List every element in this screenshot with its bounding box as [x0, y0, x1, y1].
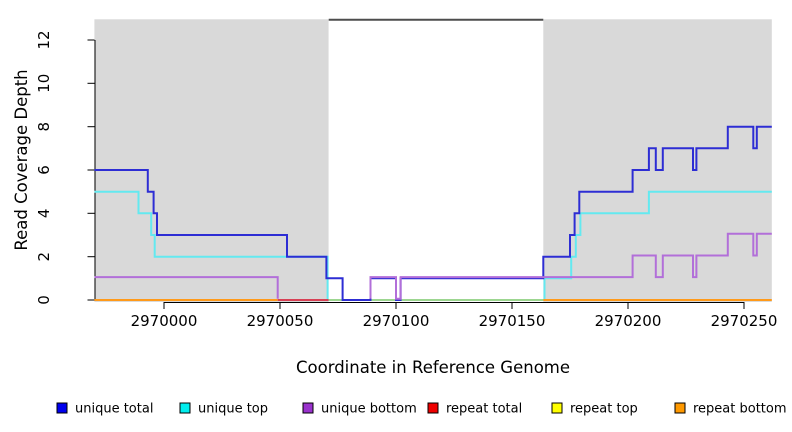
x-tick-label: 2970100 [363, 312, 430, 330]
legend-item-repeat-bottom: repeat bottom [674, 402, 787, 417]
series-unique-total-line [94, 125, 772, 301]
legend-swatch-unique-top [179, 402, 191, 414]
legend-item-unique-bottom: unique bottom [302, 402, 417, 417]
legend-item-repeat-total: repeat total [427, 402, 522, 417]
legend-swatch-repeat-bottom [674, 402, 686, 414]
x-axis-title: Coordinate in Reference Genome [296, 358, 570, 377]
y-tick-label: 4 [35, 209, 53, 219]
series-unique-bottom [94, 232, 772, 300]
series-unique-top-line [94, 190, 772, 301]
x-tick-label: 2970200 [595, 312, 662, 330]
series-unique-bottom-line [94, 276, 279, 299]
series-unique-top [94, 190, 772, 301]
legend-label-unique-total: unique total [75, 402, 153, 417]
legend-label-unique-top: unique top [198, 402, 268, 417]
legend-label-repeat-top: repeat top [570, 402, 638, 417]
legend-label-repeat-bottom: repeat bottom [693, 402, 787, 417]
x-tick-label: 2970050 [247, 312, 314, 330]
legend-item-unique-total: unique total [56, 402, 153, 417]
unique-right-region [543, 19, 772, 303]
legend-item-unique-top: unique top [179, 402, 268, 417]
series-unique-total [94, 125, 772, 301]
legend-item-repeat-top: repeat top [551, 402, 638, 417]
repeat-window-region [328, 19, 544, 303]
series-unique-bottom-line [369, 232, 772, 300]
legend-swatch-repeat-total [427, 402, 439, 414]
y-tick-label: 8 [35, 122, 53, 132]
y-axis-title: Read Coverage Depth [12, 69, 31, 250]
legend-label-unique-bottom: unique bottom [321, 402, 417, 417]
legend-swatch-unique-bottom [302, 402, 314, 414]
unique-left-region [94, 19, 329, 303]
y-tick-label: 10 [35, 74, 53, 93]
x-tick-label: 2970150 [479, 312, 546, 330]
legend-swatch-repeat-top [551, 402, 563, 414]
x-tick-label: 2970000 [131, 312, 198, 330]
y-tick-label: 2 [35, 252, 53, 262]
y-tick-label: 0 [35, 295, 53, 305]
y-tick-label: 12 [35, 30, 53, 49]
legend-swatch-unique-total [56, 402, 68, 414]
y-tick-label: 6 [35, 165, 53, 175]
x-tick-label: 2970250 [711, 312, 778, 330]
legend-label-repeat-total: repeat total [446, 402, 522, 417]
